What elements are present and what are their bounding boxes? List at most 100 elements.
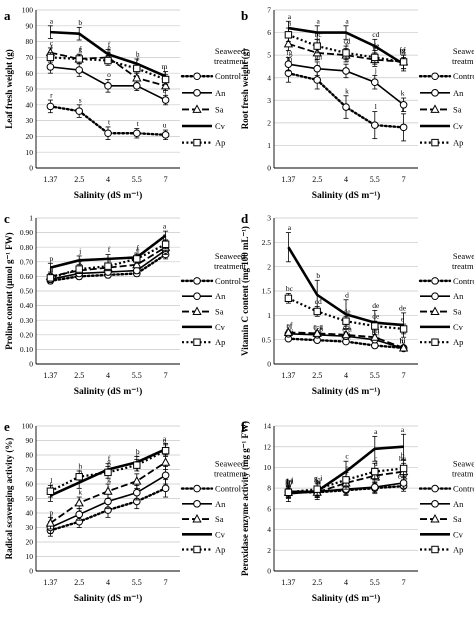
x-axis-title: Salinity (dS m⁻¹) <box>74 593 143 604</box>
legend-marker <box>430 514 440 523</box>
significance-letter: cd <box>315 297 322 306</box>
data-point <box>342 317 350 325</box>
y-tick-label: 100 <box>22 422 34 431</box>
y-tick-label: 14 <box>264 422 272 431</box>
significance-letter: r <box>50 91 53 100</box>
x-tick-label: 7 <box>402 371 406 380</box>
legend-title: treatment <box>452 261 474 271</box>
y-tick-label: 20 <box>26 132 34 141</box>
significance-letter: hi <box>315 477 321 486</box>
x-tick-label: 5.5 <box>370 371 380 380</box>
data-point <box>370 332 380 341</box>
y-tick-label: 2 <box>267 262 271 271</box>
data-point <box>132 476 142 485</box>
data-point <box>342 49 350 57</box>
significance-letter: e <box>401 315 405 324</box>
significance-letter: h <box>78 467 82 476</box>
y-tick-label: 80 <box>26 37 34 46</box>
data-point <box>313 42 321 50</box>
chart-panel-f: f 0 2 4 6 8 10 12 14 1.37 2.5 4 5.5 7 Salinity (dS m⁻¹… <box>240 419 474 604</box>
legend-label: Control <box>453 71 474 81</box>
legend-title: Seaweed <box>215 46 246 56</box>
x-tick-label: 4 <box>344 371 348 380</box>
legend-marker <box>430 306 440 316</box>
legend-label: Cv <box>215 322 226 332</box>
significance-letter: k <box>345 86 349 95</box>
y-tick-label: 3 <box>267 96 271 105</box>
panel-label: e <box>4 419 10 434</box>
y-tick-label: 0.5 <box>262 335 272 344</box>
data-point <box>133 64 141 73</box>
data-point <box>283 327 294 336</box>
legend-label: Cv <box>453 322 464 332</box>
significance-letter: j <box>78 246 81 255</box>
x-tick-label: 1.37 <box>281 578 295 587</box>
significance-letter: f <box>108 454 111 463</box>
data-point <box>313 76 322 84</box>
series-ap: r l h e c <box>46 230 170 282</box>
series-ap: bc cd de de e <box>284 284 408 335</box>
significance-letter: a <box>288 19 292 28</box>
y-tick-label: 60 <box>26 69 34 78</box>
chart-panel-d: d 0 0.5 1 1.5 2 2.5 3 1.37 2.5 4 5.5 7 Salinity (dS m… <box>240 211 474 397</box>
legend-item-control: Control <box>180 276 242 286</box>
legend-item-an: An <box>420 291 464 301</box>
legend-marker <box>431 277 439 285</box>
significance-letter: b <box>163 233 167 242</box>
x-tick-label: 7 <box>402 578 406 587</box>
significance-letter: j <box>374 66 377 75</box>
data-point <box>161 471 170 480</box>
significance-letter: de <box>372 312 380 321</box>
series-line <box>50 51 166 87</box>
data-point <box>133 129 141 138</box>
data-point <box>161 131 170 139</box>
legend-marker <box>193 500 201 508</box>
significance-letter: g <box>107 457 111 466</box>
significance-letter: p <box>50 508 54 517</box>
data-point <box>371 322 379 330</box>
legend-title: treatment <box>214 469 247 479</box>
y-tick-label: 90 <box>26 436 34 445</box>
x-tick-label: 4 <box>344 578 348 587</box>
significance-letter: g <box>107 475 111 484</box>
data-point <box>398 342 409 352</box>
y-tick-label: 40 <box>26 509 34 518</box>
data-point <box>104 129 112 138</box>
data-point <box>46 487 55 495</box>
data-point <box>399 101 408 109</box>
significance-letter: e-i <box>372 328 380 337</box>
legend-item-an: An <box>182 499 226 509</box>
significance-letter: i <box>402 336 404 345</box>
y-tick-label: 0 <box>267 567 271 576</box>
significance-letter: h <box>345 55 349 64</box>
y-tick-label: 7 <box>267 6 271 15</box>
legend-marker <box>431 338 439 346</box>
legend-item-sa: Sa <box>420 306 462 317</box>
data-point <box>399 464 408 473</box>
legend-label: An <box>453 88 464 98</box>
legend-marker <box>431 292 439 301</box>
legend-label: Ap <box>215 138 225 148</box>
y-tick-label: 0.70 <box>20 257 33 266</box>
y-tick-label: 1 <box>29 214 33 223</box>
significance-letter: h <box>107 254 111 263</box>
legend-item-cv: Cv <box>420 322 464 332</box>
y-tick-label: 8 <box>267 484 271 493</box>
x-axis-title: Salinity (dS m⁻¹) <box>74 190 143 201</box>
significance-letter: k <box>78 488 82 497</box>
significance-letter: a <box>163 434 167 443</box>
y-tick-label: 12 <box>264 442 272 451</box>
legend-title: treatment <box>214 56 247 66</box>
significance-letter: e <box>107 43 111 52</box>
legend-item-sa: Sa <box>420 514 462 524</box>
significance-letter: a <box>50 16 54 25</box>
x-tick-label: 7 <box>164 578 168 587</box>
series-ap: g-i g-iec b <box>284 451 408 499</box>
significance-letter: e-g <box>313 323 323 332</box>
data-point <box>341 329 351 339</box>
series-control: r s t t u <box>46 91 170 140</box>
significance-letter: hi <box>286 478 292 487</box>
significance-letter: f <box>108 40 111 49</box>
data-point <box>284 60 293 68</box>
legend-title: treatment <box>452 56 474 66</box>
